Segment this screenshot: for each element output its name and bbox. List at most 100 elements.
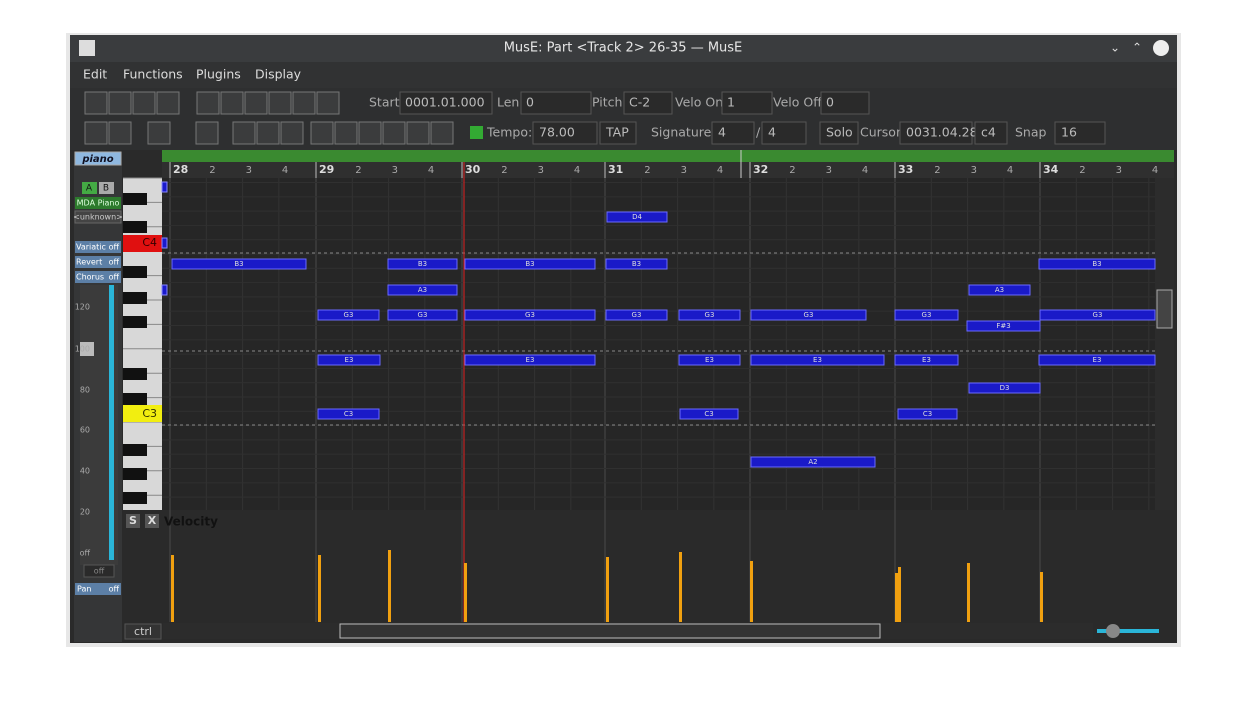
menu-item[interactable]: Display [255, 67, 302, 82]
spin-box[interactable] [820, 91, 870, 115]
note[interactable] [750, 309, 867, 321]
spin-box[interactable] [599, 121, 637, 145]
note-label[interactable]: G3 [922, 311, 932, 319]
field-value[interactable]: C-2 [629, 95, 650, 110]
h-scroll-thumb[interactable] [339, 623, 881, 639]
tool-button[interactable] [84, 121, 108, 145]
note-label[interactable]: E3 [705, 356, 714, 364]
tool-button[interactable] [84, 91, 108, 115]
tool-button[interactable] [220, 91, 244, 115]
note[interactable] [171, 258, 307, 270]
tool-button[interactable] [316, 91, 340, 115]
tool-button[interactable] [430, 121, 454, 145]
b-label[interactable]: B [103, 184, 109, 194]
note[interactable] [894, 354, 959, 366]
note[interactable] [679, 408, 739, 420]
a-label[interactable]: A [86, 184, 93, 194]
note-label[interactable]: C3 [344, 410, 353, 418]
note-label[interactable]: A2 [808, 458, 817, 466]
minimize[interactable]: ⌄ [1110, 41, 1120, 55]
tool-button[interactable] [232, 121, 256, 145]
spin-box[interactable] [974, 121, 1008, 145]
note-label[interactable]: E3 [345, 356, 354, 364]
note-label[interactable]: G3 [705, 311, 715, 319]
tool-button[interactable] [406, 121, 430, 145]
v-scroll[interactable] [1155, 178, 1174, 510]
tool-button[interactable] [147, 121, 171, 145]
zoom-slider[interactable] [1097, 629, 1159, 633]
close[interactable] [1153, 40, 1169, 56]
a-button[interactable] [82, 182, 97, 194]
spin-box[interactable] [623, 91, 673, 115]
spin-box[interactable] [520, 91, 592, 115]
s-button[interactable] [126, 514, 140, 528]
note[interactable] [678, 309, 741, 321]
note-label[interactable]: G3 [344, 311, 354, 319]
note[interactable] [750, 456, 876, 468]
maximize[interactable]: ⌃ [1132, 41, 1142, 55]
note-label[interactable]: G3 [418, 311, 428, 319]
note[interactable] [968, 382, 1041, 394]
field-value[interactable]: TAP [605, 125, 629, 140]
knob-label[interactable] [75, 241, 121, 253]
field-value[interactable]: 0031.04.288 [906, 125, 986, 140]
note[interactable] [678, 354, 741, 366]
knob-label[interactable] [75, 256, 121, 268]
tool-button[interactable] [268, 91, 292, 115]
note-label[interactable]: A3 [418, 286, 427, 294]
note-label[interactable]: E3 [922, 356, 931, 364]
note[interactable] [1039, 309, 1156, 321]
ctrl-button[interactable] [124, 623, 162, 640]
spin-box[interactable] [532, 121, 598, 145]
note[interactable] [464, 309, 596, 321]
fx-label[interactable]: Chorus [76, 273, 104, 282]
field-value[interactable]: 4 [768, 125, 776, 140]
note[interactable] [966, 320, 1041, 332]
note[interactable] [317, 408, 380, 420]
fx-label[interactable]: Variatic [76, 243, 106, 252]
spin-box[interactable] [721, 91, 773, 115]
note-label[interactable]: G3 [1093, 311, 1103, 319]
volume-handle[interactable] [80, 342, 94, 356]
note-label[interactable]: B3 [234, 260, 243, 268]
note-label[interactable]: B3 [1092, 260, 1101, 268]
spin-box[interactable] [711, 121, 755, 145]
s-label[interactable]: S [129, 514, 137, 527]
field-value[interactable]: c4 [981, 125, 996, 140]
note[interactable] [387, 258, 458, 270]
field-value[interactable]: 4 [718, 125, 726, 140]
note-label[interactable]: B3 [418, 260, 427, 268]
x-label[interactable]: X [148, 514, 157, 527]
tool-button[interactable] [196, 91, 220, 115]
field-value[interactable]: 0 [526, 95, 534, 110]
tool-button[interactable] [195, 121, 219, 145]
note[interactable] [387, 284, 458, 296]
note-label[interactable]: B3 [525, 260, 534, 268]
menu-item[interactable]: Plugins [196, 67, 241, 82]
note-label[interactable]: B3 [632, 260, 641, 268]
spin-box[interactable] [761, 121, 807, 145]
tool-button[interactable] [156, 91, 180, 115]
field-value[interactable]: 78.00 [539, 125, 575, 140]
field-value[interactable]: 1 [727, 95, 735, 110]
spin-box[interactable] [399, 91, 493, 115]
note[interactable] [387, 309, 458, 321]
menu-item[interactable]: Edit [83, 67, 107, 82]
knob-label[interactable] [75, 271, 121, 283]
note[interactable] [1038, 354, 1156, 366]
x-button[interactable] [145, 514, 159, 528]
tool-button[interactable] [108, 91, 132, 115]
note-label[interactable]: E3 [813, 356, 822, 364]
tool-button[interactable] [244, 91, 268, 115]
note[interactable] [161, 284, 168, 296]
tool-button[interactable] [310, 121, 334, 145]
note-label[interactable]: F#3 [996, 322, 1010, 330]
tool-button[interactable] [280, 121, 304, 145]
field-value[interactable]: 16 [1061, 125, 1077, 140]
note-label[interactable]: D4 [632, 213, 642, 221]
spin-box[interactable] [819, 121, 859, 145]
ctrl-label[interactable]: ctrl [134, 625, 152, 638]
v-scroll-thumb[interactable] [1156, 289, 1173, 329]
note[interactable] [750, 354, 885, 366]
note[interactable] [317, 309, 380, 321]
